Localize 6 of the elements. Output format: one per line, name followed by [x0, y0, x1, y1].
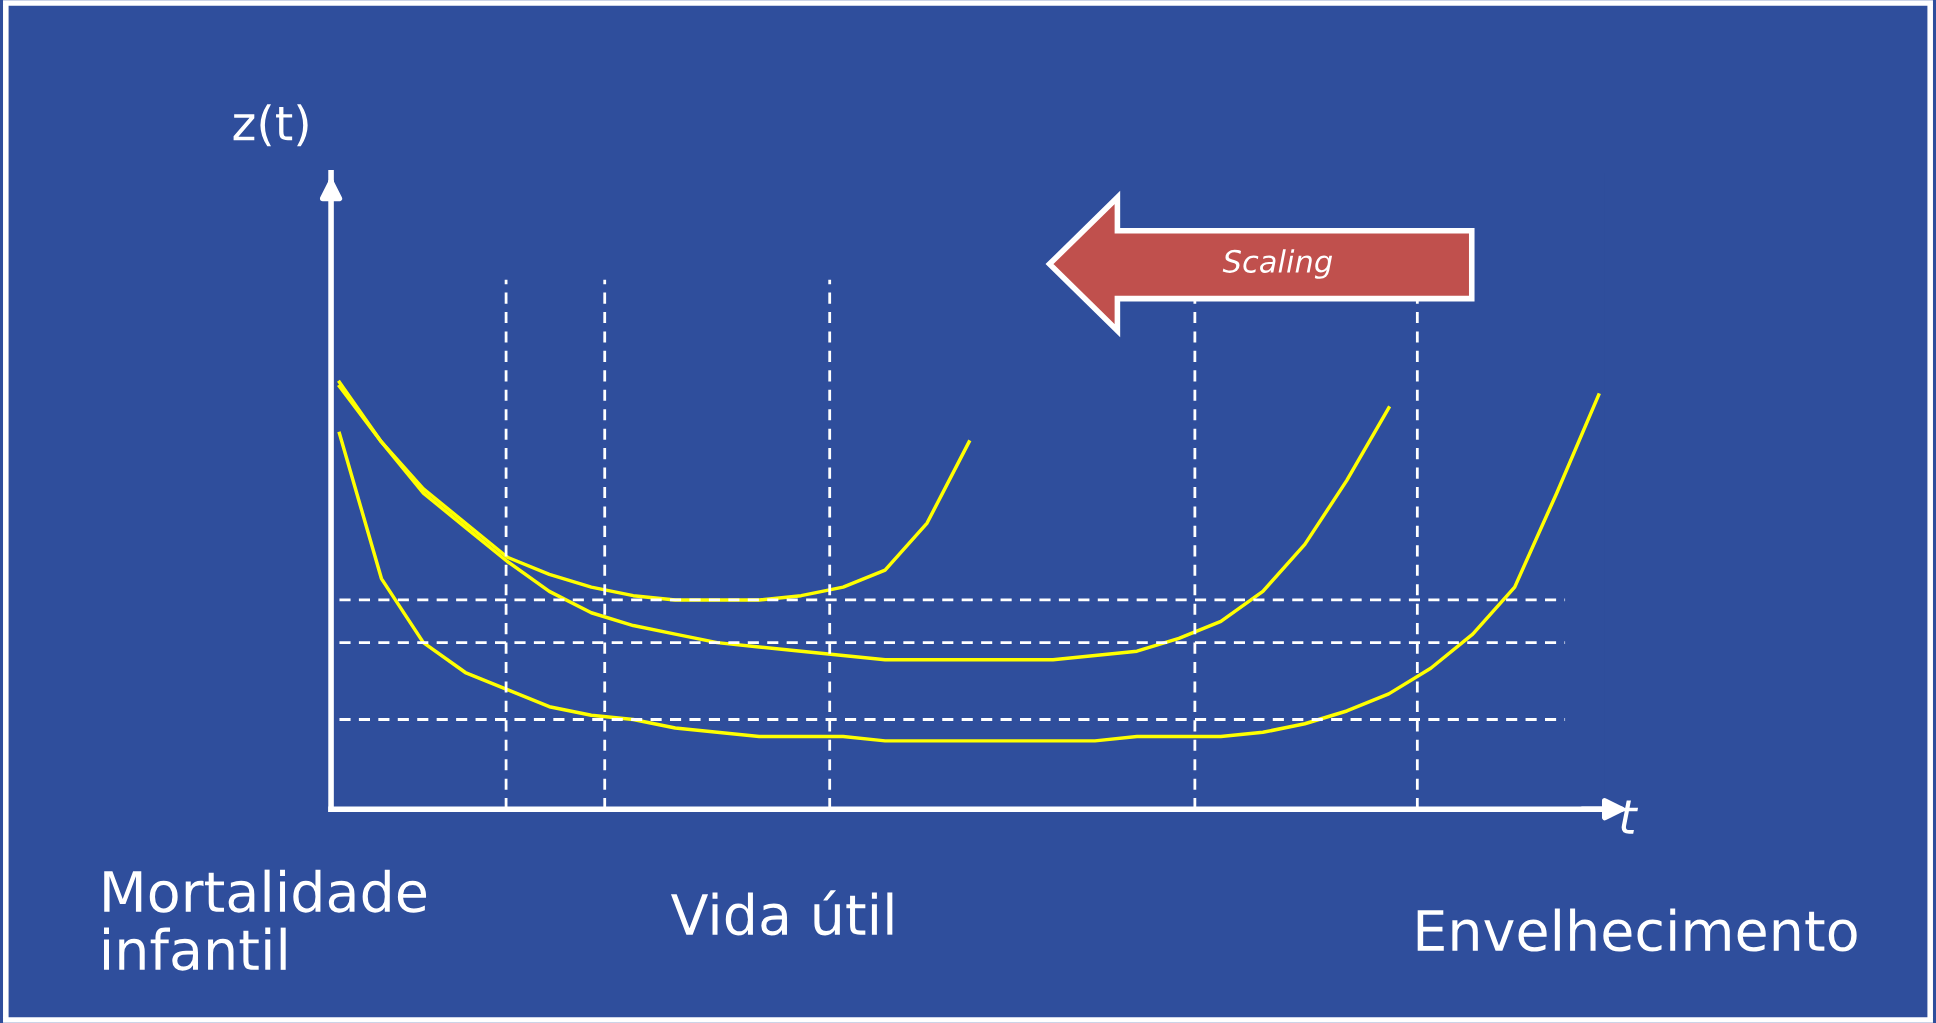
x-axis-title: t	[1621, 800, 1639, 834]
text: Envelhecimento	[1417, 908, 1857, 952]
text: Mortalidade infantil	[104, 869, 427, 971]
text: z(t)	[233, 104, 308, 147]
text: Vida útil	[670, 890, 893, 936]
text: Scaling	[1222, 249, 1333, 279]
